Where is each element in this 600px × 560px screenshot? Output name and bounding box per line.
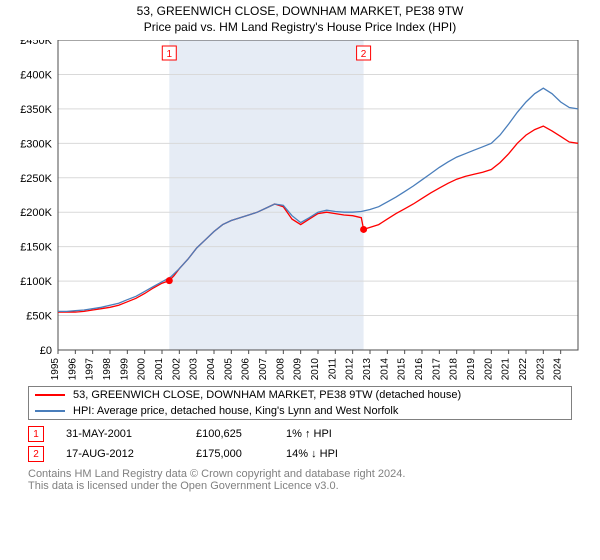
svg-text:2021: 2021	[501, 358, 512, 380]
event-markers-table: 1 31-MAY-2001£100,6251% ↑ HPI 2 17-AUG-2012…	[28, 426, 572, 462]
svg-text:£250K: £250K	[20, 173, 52, 185]
svg-text:2017: 2017	[431, 358, 442, 380]
svg-text:2020: 2020	[483, 358, 494, 380]
svg-text:2: 2	[361, 49, 367, 60]
legend-label: 53, GREENWICH CLOSE, DOWNHAM MARKET, PE3…	[73, 389, 461, 401]
event-price: £100,625	[196, 428, 286, 440]
svg-text:2016: 2016	[414, 358, 425, 380]
legend-row: HPI: Average price, detached house, King…	[29, 403, 571, 419]
svg-text:£0: £0	[40, 345, 52, 357]
legend-swatch	[35, 394, 65, 396]
legend-label: HPI: Average price, detached house, King…	[73, 405, 398, 417]
legend-swatch	[35, 410, 65, 412]
event-delta: 1% ↑ HPI	[286, 428, 332, 440]
event-price: £175,000	[196, 448, 286, 460]
svg-text:£100K: £100K	[20, 276, 52, 288]
svg-text:2014: 2014	[379, 358, 390, 380]
svg-text:2005: 2005	[223, 358, 234, 380]
svg-text:2007: 2007	[258, 358, 269, 380]
svg-text:1997: 1997	[85, 358, 96, 380]
footer-line-1: Contains HM Land Registry data © Crown c…	[28, 468, 572, 480]
svg-text:2008: 2008	[275, 358, 286, 380]
svg-text:1996: 1996	[67, 358, 78, 380]
svg-text:1: 1	[166, 49, 172, 60]
svg-text:2003: 2003	[189, 358, 200, 380]
legend: 53, GREENWICH CLOSE, DOWNHAM MARKET, PE3…	[28, 386, 572, 420]
event-row: 2 17-AUG-2012£175,00014% ↓ HPI	[28, 446, 572, 462]
price-chart: £0 £50K £100K £150K £200K £250K £300K £350K £400…	[0, 40, 600, 380]
event-row: 1 31-MAY-2001£100,6251% ↑ HPI	[28, 426, 572, 442]
svg-text:£50K: £50K	[26, 311, 52, 323]
chart-title-2: Price paid vs. HM Land Registry's House …	[0, 20, 600, 34]
svg-text:1995: 1995	[50, 358, 61, 380]
event-delta: 14% ↓ HPI	[286, 448, 338, 460]
svg-text:2015: 2015	[397, 358, 408, 380]
svg-text:1998: 1998	[102, 358, 113, 380]
svg-text:£450K: £450K	[20, 40, 52, 47]
event-date: 17-AUG-2012	[66, 448, 196, 460]
svg-text:2001: 2001	[154, 358, 165, 380]
legend-row: 53, GREENWICH CLOSE, DOWNHAM MARKET, PE3…	[29, 387, 571, 403]
footer-line-2: This data is licensed under the Open Gov…	[28, 480, 572, 492]
svg-text:2009: 2009	[293, 358, 304, 380]
svg-text:£300K: £300K	[20, 138, 52, 150]
svg-text:2002: 2002	[171, 358, 182, 380]
svg-text:2013: 2013	[362, 358, 373, 380]
svg-text:2011: 2011	[327, 358, 338, 380]
svg-text:1999: 1999	[119, 358, 130, 380]
svg-text:2024: 2024	[553, 358, 564, 380]
svg-text:2023: 2023	[535, 358, 546, 380]
svg-text:2012: 2012	[345, 358, 356, 380]
svg-text:2006: 2006	[241, 358, 252, 380]
event-date: 31-MAY-2001	[66, 428, 196, 440]
svg-text:2010: 2010	[310, 358, 321, 380]
svg-text:2000: 2000	[137, 358, 148, 380]
svg-text:£200K: £200K	[20, 207, 52, 219]
svg-text:2004: 2004	[206, 358, 217, 380]
chart-title-1: 53, GREENWICH CLOSE, DOWNHAM MARKET, PE3…	[0, 4, 600, 18]
svg-text:£150K: £150K	[20, 242, 52, 254]
event-badge: 1	[28, 426, 44, 442]
event-badge: 2	[28, 446, 44, 462]
svg-text:£400K: £400K	[20, 69, 52, 81]
svg-text:2018: 2018	[449, 358, 460, 380]
svg-text:2022: 2022	[518, 358, 529, 380]
svg-text:£350K: £350K	[20, 104, 52, 116]
svg-text:2019: 2019	[466, 358, 477, 380]
